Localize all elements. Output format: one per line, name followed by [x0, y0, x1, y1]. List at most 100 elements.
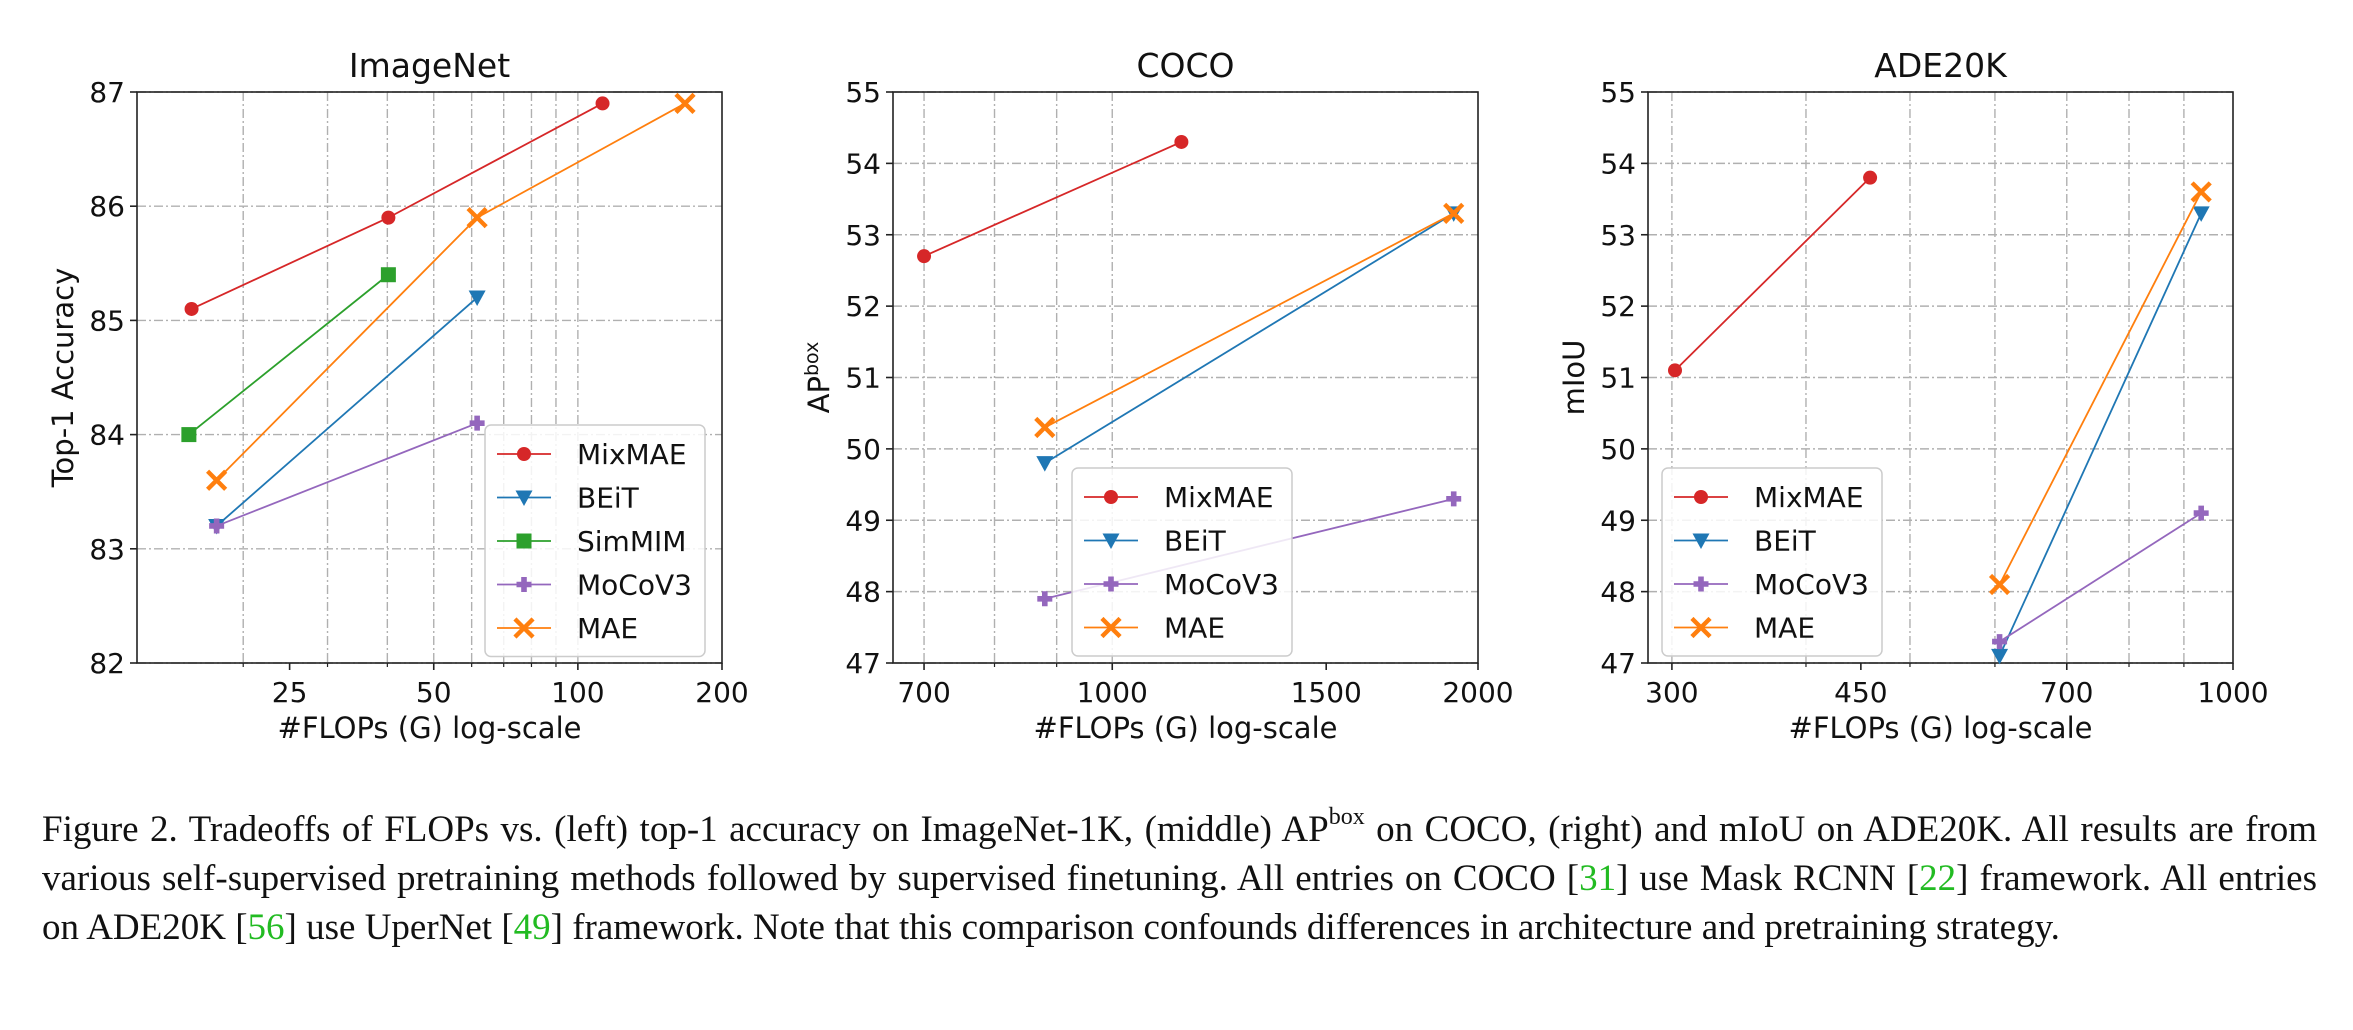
y-axis-label: APbox: [801, 342, 836, 414]
legend-marker: [1692, 533, 1710, 549]
legend-item-mae: MAE: [497, 612, 638, 645]
y-tick-label: 85: [89, 304, 125, 337]
legend-marker: [1104, 490, 1118, 504]
legend-item-beit: BEiT: [1674, 525, 1817, 558]
data-point: [380, 267, 396, 283]
caption-sup: box: [1328, 803, 1365, 830]
data-point: [466, 207, 488, 229]
y-tick-label: 82: [89, 647, 125, 680]
legend-marker: [516, 533, 532, 549]
data-point: [1174, 134, 1189, 149]
legend-marker: [515, 490, 533, 506]
series-mae: [1988, 181, 2212, 596]
y-tick-label: 50: [1600, 433, 1636, 466]
data-point: [381, 210, 396, 225]
caption-text-5: ] use UperNet [: [284, 907, 514, 948]
y-tick-label: 48: [1600, 576, 1636, 609]
legend-label: MAE: [1754, 612, 1815, 645]
x-tick-label: 50: [416, 676, 452, 709]
y-axis-label-sup: box: [801, 342, 823, 376]
data-point: [1443, 202, 1465, 224]
series-line: [216, 422, 478, 527]
y-tick-label: 52: [845, 290, 881, 323]
y-tick-label: 53: [845, 219, 881, 252]
x-tick-label: 1000: [2197, 676, 2268, 709]
x-tick-label: 1500: [1291, 676, 1362, 709]
caption-ref-link[interactable]: 31: [1579, 858, 1617, 899]
legend-marker: [1694, 490, 1708, 504]
legend-item-mae: MAE: [1674, 612, 1815, 645]
y-tick-label: 50: [845, 433, 881, 466]
legend-label: MixMAE: [577, 438, 687, 471]
data-point: [1863, 170, 1878, 185]
chart-title: ImageNet: [349, 46, 510, 85]
legend-label: MAE: [577, 612, 638, 645]
legend-item-mocov3: MoCoV3: [1084, 568, 1279, 601]
y-tick-label: 55: [845, 76, 881, 109]
series-simmim: [181, 267, 396, 443]
x-tick-label: 450: [1834, 676, 1887, 709]
series-mocov3: [1992, 505, 2209, 650]
caption-ref-link[interactable]: 49: [513, 907, 551, 948]
series-mocov3: [209, 415, 485, 534]
x-tick-label: 25: [272, 676, 308, 709]
chart-title: ADE20K: [1874, 46, 2008, 85]
legend-box: [1071, 467, 1293, 657]
legend-item-beit: BEiT: [497, 482, 640, 515]
data-point: [206, 469, 228, 491]
x-tick-label: 2000: [1442, 676, 1513, 709]
y-tick-label: 54: [1600, 147, 1636, 180]
data-point: [917, 249, 932, 264]
data-point: [1036, 456, 1054, 472]
x-tick-label: 1000: [1077, 676, 1148, 709]
y-tick-label: 87: [89, 76, 125, 109]
caption-ref-link[interactable]: 56: [247, 907, 285, 948]
data-point: [209, 518, 225, 534]
data-point: [674, 92, 696, 115]
series-line: [923, 141, 1182, 257]
legend-marker: [1102, 533, 1120, 549]
series-mixmae: [184, 96, 610, 316]
series-line: [1044, 212, 1455, 429]
series-mae: [206, 92, 696, 491]
chart-title: COCO: [1136, 46, 1234, 85]
y-tick-label: 49: [845, 504, 881, 537]
series-mixmae: [917, 134, 1189, 264]
caption-text-1: Figure 2. Tradeoffs of FLOPs vs. (left) …: [42, 809, 1329, 850]
x-tick-label: 700: [897, 676, 950, 709]
legend-item-mocov3: MoCoV3: [1674, 568, 1869, 601]
legend-box: [1661, 467, 1883, 657]
series-beit: [1036, 206, 1463, 472]
legend-marker: [513, 617, 535, 639]
legend-label: MAE: [1164, 612, 1225, 645]
y-tick-label: 54: [845, 147, 881, 180]
data-point: [1991, 648, 2009, 665]
legend-label: BEiT: [577, 482, 640, 515]
data-point: [1037, 591, 1053, 607]
legend-item-beit: BEiT: [1084, 525, 1227, 558]
legend-item-mixmae: MixMAE: [497, 438, 687, 471]
x-tick-label: 200: [695, 676, 748, 709]
series-line: [1999, 512, 2202, 643]
caption-ref-link[interactable]: 22: [1919, 858, 1957, 899]
series-line: [1674, 177, 1871, 372]
data-point: [595, 96, 610, 111]
legend: MixMAE BEiT MoCoV3 MAE: [1661, 467, 1883, 657]
legend: MixMAE BEiT SimMIM MoCoV3 MAE: [484, 424, 706, 658]
series-line: [1044, 212, 1455, 464]
legend-item-simmim: SimMIM: [497, 525, 686, 558]
legend-item-mixmae: MixMAE: [1674, 481, 1864, 514]
y-tick-label: 86: [89, 190, 125, 223]
data-point: [2192, 206, 2210, 222]
legend-item-mae: MAE: [1084, 612, 1225, 645]
data-point: [468, 290, 486, 307]
data-point: [181, 427, 197, 443]
y-axis-label: mIoU: [1557, 340, 1591, 416]
x-tick-label: 300: [1645, 676, 1698, 709]
caption-text-4: ] framework. All entries on ADE20K [: [42, 858, 2318, 948]
data-point: [1988, 573, 2011, 596]
caption-text-3: ] use Mask RCNN [: [1616, 858, 1920, 899]
y-tick-label: 49: [1600, 504, 1636, 537]
y-tick-label: 83: [89, 533, 125, 566]
y-tick-label: 51: [1600, 362, 1636, 395]
